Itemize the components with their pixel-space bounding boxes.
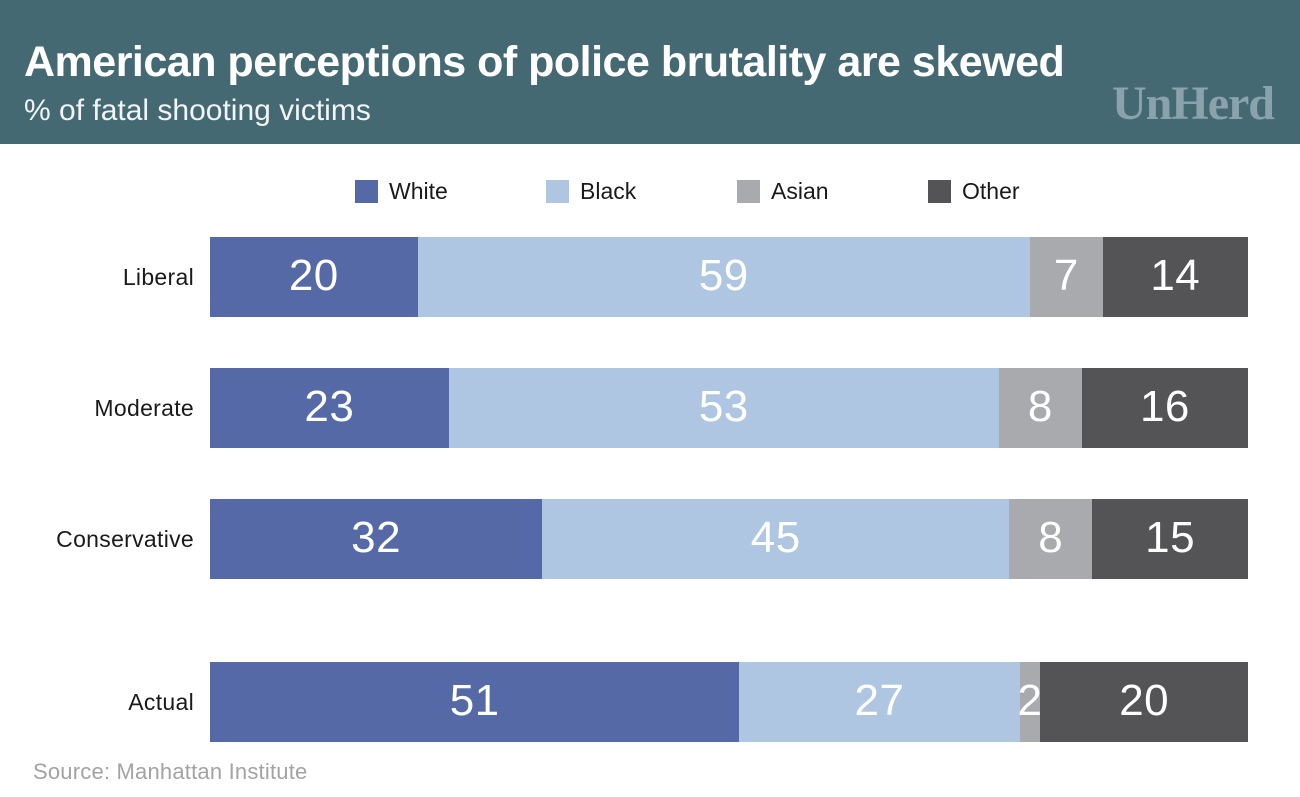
row-label-conservative: Conservative [56,525,194,552]
stacked-bar-moderate: 23 53 8 16 [210,368,1248,448]
legend-item-other: Other [928,178,1119,205]
segment-value-label: 23 [304,382,355,431]
segment-value-label: 20 [1119,676,1170,725]
bar-segment-asian-moderate: 8 [998,368,1082,448]
bar-segment-white-conservative: 32 [210,499,543,579]
page-title: American perceptions of police brutality… [24,37,1065,86]
stacked-bar-conservative: 32 45 8 15 [210,499,1248,579]
legend-item-black: Black [546,178,737,205]
bar-segment-other-moderate: 16 [1081,368,1248,448]
bar-segment-asian-liberal: 7 [1030,237,1103,317]
chart-area: White Black Asian Other Liberal 20 59 7 14 Moder… [0,178,1300,742]
bar-segment-white-moderate: 23 [210,368,449,448]
stacked-bar-actual: 51 27 2 20 [210,662,1248,742]
row-label-actual: Actual [128,688,194,715]
chart-row-moderate: Moderate 23 53 8 16 [0,368,1300,448]
header-text-block: American perceptions of police brutality… [24,37,1065,128]
segment-value-label: 53 [698,382,749,431]
source-note: Source: Manhattan Institute [33,759,308,784]
legend-item-white: White [355,178,546,205]
legend-swatch-white [355,180,378,203]
bar-segment-asian-conservative: 8 [1009,499,1093,579]
segment-value-label: 8 [1027,382,1053,431]
legend-swatch-black [546,180,569,203]
bar-rows: Liberal 20 59 7 14 Moderate 23 53 8 16 Conservativ… [0,237,1300,742]
stacked-bar-liberal: 20 59 7 14 [210,237,1248,317]
legend-swatch-other [928,180,951,203]
segment-value-label: 32 [351,513,402,562]
bar-segment-other-actual: 20 [1040,662,1248,742]
legend-item-asian: Asian [737,178,928,205]
chart-row-conservative: Conservative 32 45 8 15 [0,499,1300,579]
segment-value-label: 14 [1150,251,1201,300]
segment-value-label: 27 [854,676,905,725]
header-banner: American perceptions of police brutality… [0,0,1300,144]
unherd-logo: UnHerd [1112,77,1275,130]
segment-value-label: 59 [698,251,749,300]
legend-swatch-asian [737,180,760,203]
legend-label: Other [962,178,1020,204]
bar-segment-white-liberal: 20 [210,237,418,317]
chart-row-liberal: Liberal 20 59 7 14 [0,237,1300,317]
legend-label: White [389,178,448,204]
segment-value-label: 45 [750,513,801,562]
legend-label: Black [580,178,637,204]
segment-value-label: 7 [1053,251,1079,300]
bar-segment-black-liberal: 59 [417,237,1030,317]
row-label-moderate: Moderate [94,394,194,421]
legend-label: Asian [771,178,829,204]
segment-value-label: 15 [1145,513,1196,562]
bar-segment-other-conservative: 15 [1092,499,1248,579]
legend: White Black Asian Other [226,178,1248,205]
chart-row-actual: Actual 51 27 2 20 [0,662,1300,742]
bar-segment-asian-actual: 2 [1017,662,1043,742]
segment-value-label: 16 [1139,382,1190,431]
bar-segment-black-actual: 27 [739,662,1020,742]
bar-segment-white-actual: 51 [210,662,740,742]
bar-segment-other-liberal: 14 [1102,237,1248,317]
bar-segment-black-moderate: 53 [448,368,999,448]
row-label-liberal: Liberal [122,263,194,290]
chart-subtitle: % of fatal shooting victims [24,94,371,127]
segment-value-label: 8 [1038,513,1064,562]
segment-value-label: 20 [288,251,339,300]
segment-value-label: 51 [449,676,500,725]
bar-segment-black-conservative: 45 [542,499,1010,579]
segment-value-label: 2 [1017,676,1043,725]
